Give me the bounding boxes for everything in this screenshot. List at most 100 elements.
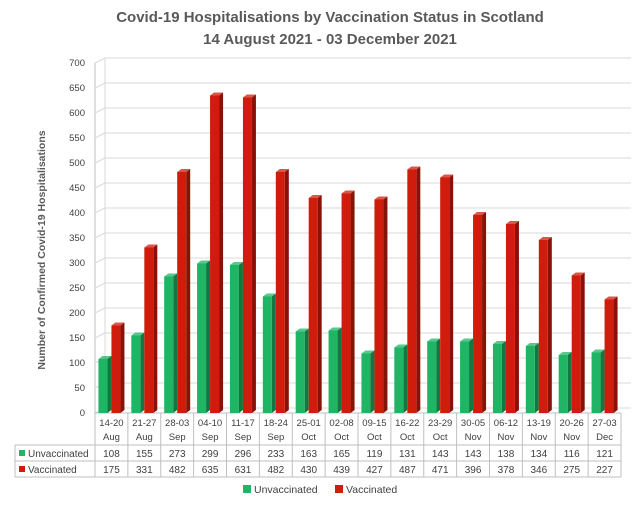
bar-unvaccinated (394, 347, 404, 413)
x-tick-label: 28-03 (165, 418, 189, 429)
bar-side (238, 262, 243, 413)
bar-side (304, 328, 309, 413)
y-tick-label: 0 (80, 408, 85, 419)
gridline-diag (94, 282, 106, 289)
bar-top (460, 338, 474, 342)
x-tick-label: Oct (301, 432, 316, 443)
bar-unvaccinated (525, 346, 535, 413)
bar-top (177, 169, 191, 172)
bar-side (501, 341, 506, 413)
x-tick-label: Oct (433, 432, 448, 443)
x-tick-label: Sep (169, 432, 186, 443)
bar-top (144, 244, 158, 248)
table-value: 635 (202, 465, 219, 476)
y-tick-label: 350 (69, 233, 85, 244)
bar-unvaccinated (328, 330, 338, 413)
x-tick-label: Aug (103, 432, 120, 443)
bar-unvaccinated (591, 352, 601, 413)
x-tick-label: 16-22 (395, 418, 419, 429)
gridline-diag (94, 232, 106, 239)
gridline-diag (94, 182, 106, 189)
bar-side (140, 332, 145, 413)
legend-label: Vaccinated (346, 484, 397, 496)
x-tick-label: 06-12 (494, 418, 518, 429)
legend-swatch (335, 485, 343, 493)
table-value: 138 (498, 449, 515, 460)
bar-top (571, 272, 585, 276)
gridline-diag (94, 107, 106, 114)
table-value: 155 (136, 449, 153, 460)
bar-side (219, 92, 224, 413)
bar-unvaccinated (295, 331, 305, 413)
bar-top (308, 195, 322, 198)
gridline-diag (94, 82, 106, 89)
bar-top (295, 328, 309, 332)
bar-side (153, 244, 158, 413)
bar-side (567, 352, 572, 413)
gridline-diag (94, 332, 106, 339)
table-value: 108 (103, 449, 120, 460)
bar-top (111, 322, 125, 326)
chart-subtitle: 14 August 2021 - 03 December 2021 (203, 31, 457, 48)
bar-unvaccinated (164, 276, 174, 413)
x-tick-label: Nov (530, 432, 547, 443)
bar-unvaccinated (131, 335, 141, 413)
bar-top (440, 174, 454, 178)
x-tick-label: Sep (234, 432, 251, 443)
table-value: 346 (530, 465, 547, 476)
y-tick-label: 300 (69, 258, 85, 269)
bar-vaccinated (177, 172, 187, 413)
table-value: 482 (267, 465, 284, 476)
bar-side (206, 260, 211, 413)
gridline-diag (94, 57, 106, 64)
bar-vaccinated (341, 193, 351, 413)
bar-side (416, 166, 421, 413)
bar-vaccinated (473, 215, 483, 413)
gridline-diag (94, 257, 106, 264)
y-tick-label: 100 (69, 358, 85, 369)
bar-side (514, 221, 519, 413)
table-series-key (19, 466, 25, 472)
bar-top (505, 221, 519, 224)
legend: Unvaccinated Vaccinated (243, 484, 397, 496)
bar-side (600, 349, 605, 413)
legend-label: Unvaccinated (254, 484, 318, 496)
bar-top (262, 293, 276, 297)
bar-top (197, 260, 211, 264)
bars (98, 92, 618, 413)
y-tick-label: 50 (74, 383, 85, 394)
table-value: 121 (596, 449, 613, 460)
table-value: 331 (136, 465, 153, 476)
y-tick-label: 250 (69, 283, 85, 294)
x-tick-label: 27-03 (592, 418, 616, 429)
bar-side (251, 94, 256, 413)
y-tick-label: 150 (69, 333, 85, 344)
bar-side (107, 356, 112, 413)
table-value: 119 (366, 449, 382, 460)
table-value: 143 (465, 449, 482, 460)
bar-top (394, 344, 408, 348)
x-tick-label: Sep (267, 432, 284, 443)
bar-side (580, 272, 585, 413)
table-value: 227 (596, 465, 613, 476)
bar-unvaccinated (460, 341, 470, 413)
bar-top (131, 332, 145, 336)
bar-top (492, 341, 506, 344)
bar-top (361, 350, 375, 354)
x-tick-label: 23-29 (428, 418, 452, 429)
gridline-diag (94, 207, 106, 214)
bar-vaccinated (275, 172, 285, 413)
bar-vaccinated (374, 199, 384, 413)
y-tick-label: 450 (69, 183, 85, 194)
bar-side (370, 350, 375, 413)
table-value: 296 (235, 449, 252, 460)
bar-side (383, 196, 388, 413)
bar-vaccinated (571, 275, 581, 413)
x-tick-label: Sep (202, 432, 219, 443)
bar-side (173, 273, 178, 413)
y-tick-label: 650 (69, 83, 85, 94)
legend-swatch (243, 485, 251, 493)
x-tick-label: Oct (400, 432, 415, 443)
bar-side (317, 195, 322, 413)
